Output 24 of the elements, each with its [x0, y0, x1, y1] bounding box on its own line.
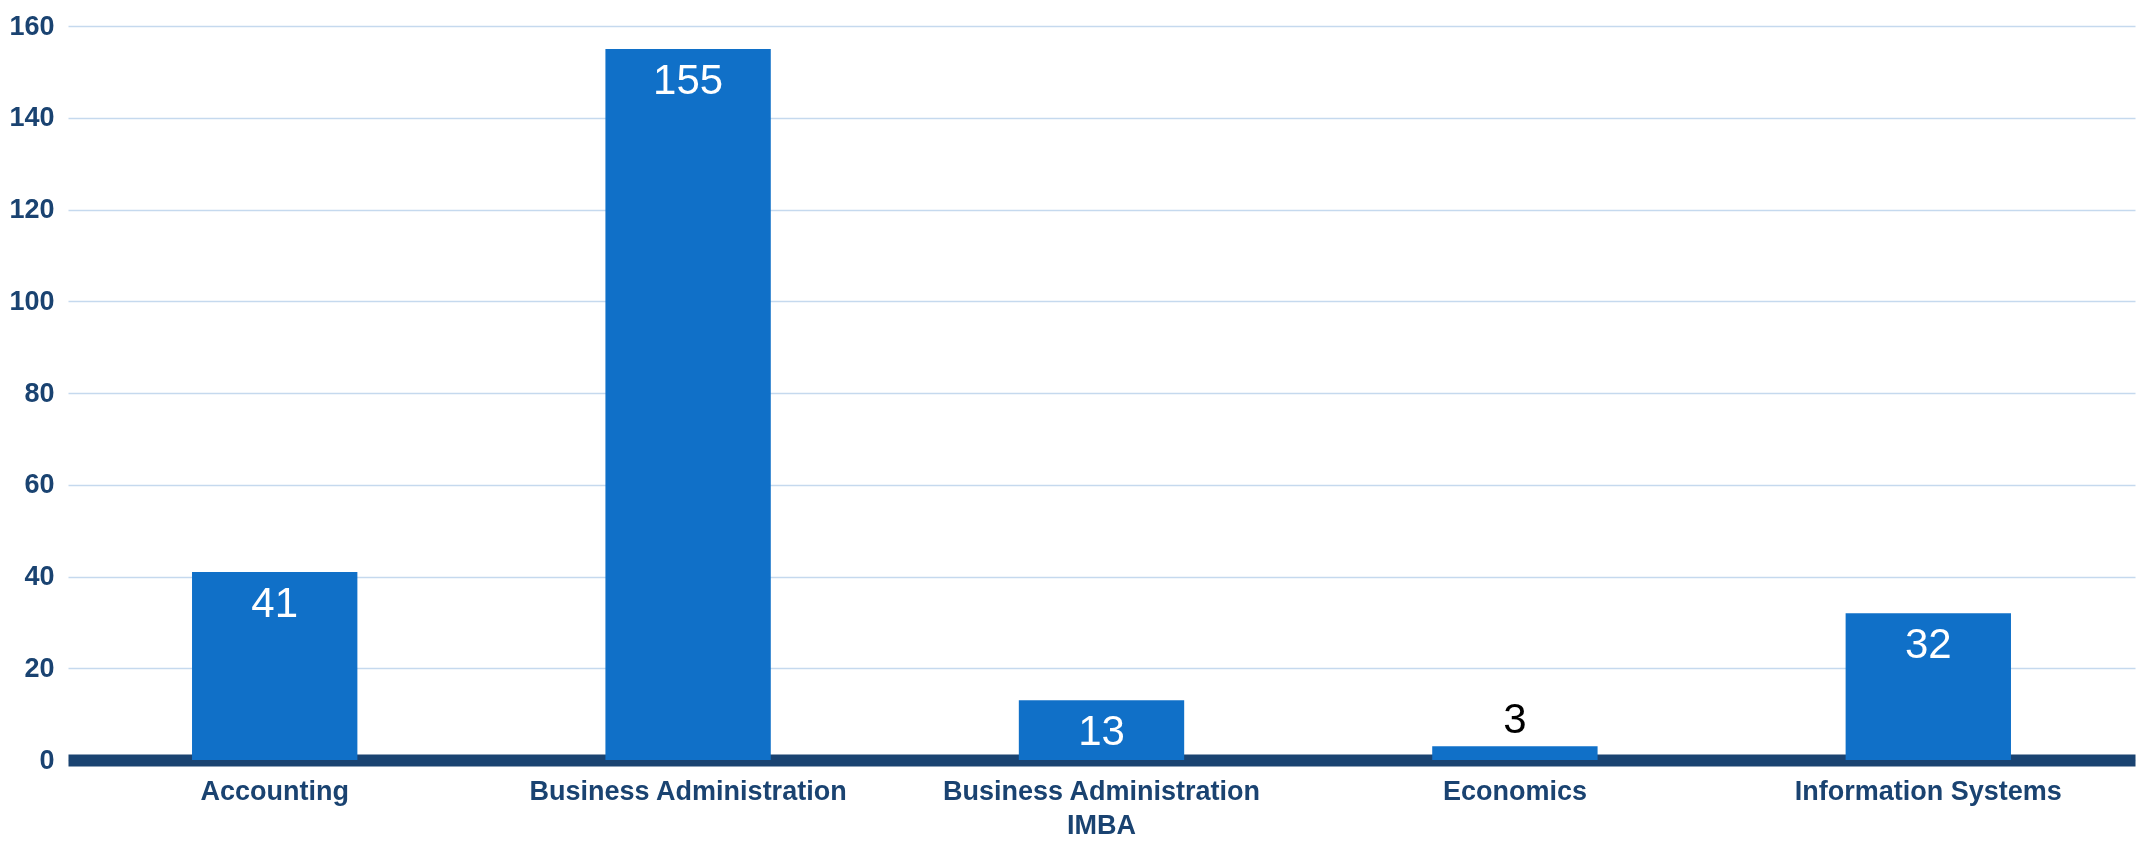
bar	[1845, 613, 2011, 760]
y-tick-label: 40	[24, 561, 55, 591]
bar	[1432, 746, 1598, 760]
data-label: 13	[1078, 707, 1125, 755]
x-tick-label: Business Administration	[529, 775, 847, 806]
y-tick-label: 20	[24, 652, 55, 683]
x-tick-label: Business Administration IMBA	[942, 775, 1261, 840]
bar	[192, 571, 358, 760]
y-tick-label: 160	[9, 10, 55, 41]
x-tick-label: Information Systems	[1794, 775, 2062, 806]
x-tick-label: Economics	[1442, 775, 1587, 806]
data-label: 155	[653, 55, 724, 103]
data-label: 3	[1503, 695, 1527, 743]
data-label: 41	[251, 578, 299, 626]
x-tick-label: Accounting	[200, 775, 349, 806]
bar	[605, 48, 771, 760]
y-tick-label: 120	[9, 194, 55, 224]
y-tick-label: 100	[9, 285, 55, 316]
y-tick-label: 0	[39, 744, 55, 775]
data-label: 32	[1904, 620, 1952, 668]
y-tick-label: 140	[9, 102, 55, 133]
bar	[1018, 700, 1185, 760]
y-tick-label: 80	[24, 377, 55, 408]
y-tick-label: 60	[24, 469, 55, 500]
